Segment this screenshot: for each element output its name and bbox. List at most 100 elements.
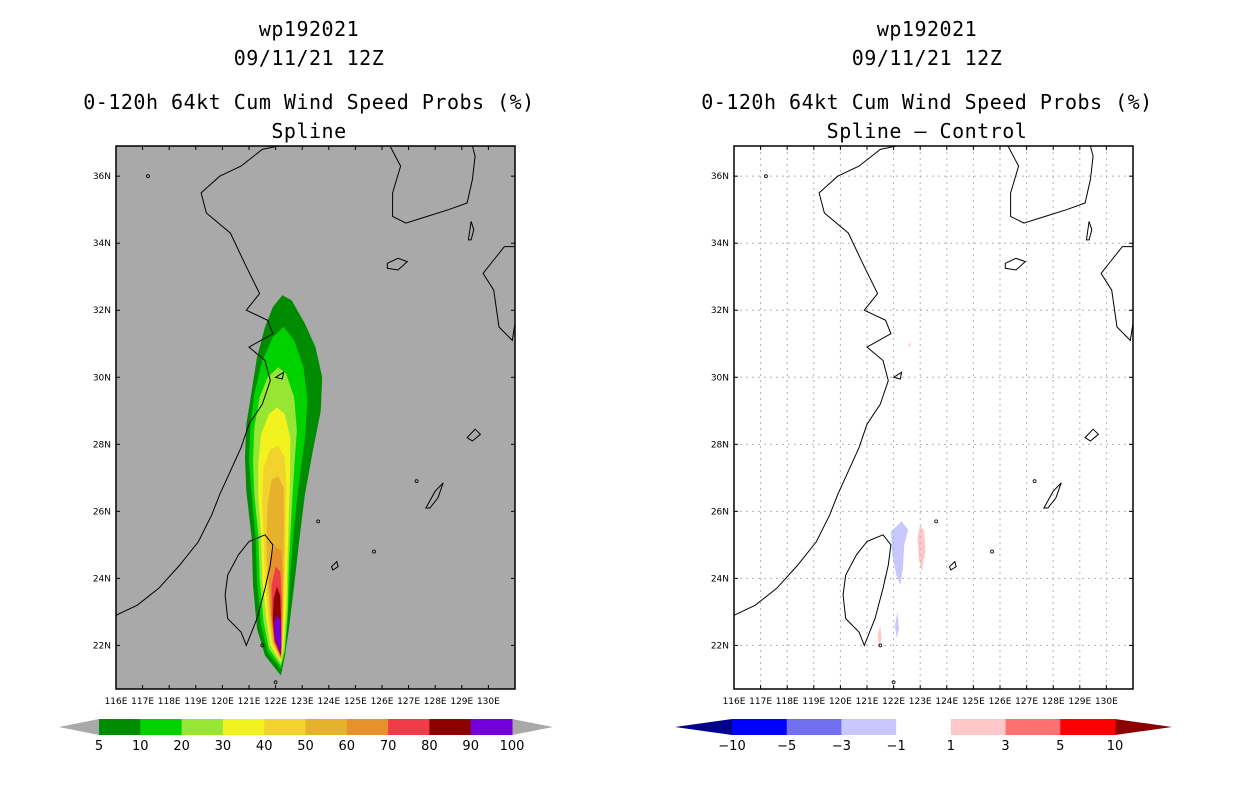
- contour-minus3-region: [890, 521, 909, 586]
- lon-tick-label: 118E: [776, 697, 799, 707]
- colorbar-label: 40: [256, 739, 273, 754]
- colorbar-right-triangle: [1115, 719, 1172, 735]
- amami-coastline: [466, 428, 482, 442]
- storm-id-title: wp192021: [258, 17, 360, 41]
- lat-tick-label: 24N: [711, 574, 729, 584]
- contour-3-region: [877, 625, 882, 646]
- lon-tick-label: 122E: [264, 697, 287, 707]
- islet-marker: [878, 643, 883, 648]
- datetime-title: 09/11/21 12Z: [851, 46, 1003, 70]
- japan-kyushu-coastline: [482, 246, 516, 342]
- lat-tick-label: 32N: [93, 306, 111, 316]
- tsushima-coastline: [467, 221, 475, 241]
- colorbar-left-triangle: [59, 719, 99, 735]
- islet-marker: [891, 680, 896, 685]
- colorbar-label: 70: [380, 739, 397, 754]
- lat-tick-label: 36N: [93, 172, 111, 182]
- contour-3-region: [917, 524, 926, 572]
- colorbar-swatch: [732, 719, 788, 735]
- islet-marker: [273, 680, 278, 685]
- colorbar-label: 80: [421, 739, 438, 754]
- colorbar-label: −3: [832, 739, 851, 754]
- colorbar-label: 20: [173, 739, 190, 754]
- korea-coastline: [1007, 145, 1094, 224]
- colorbar-swatch: [950, 719, 1007, 735]
- lon-tick-label: 116E: [105, 697, 128, 707]
- colorbar-swatch: [222, 719, 265, 735]
- colorbar-label: −1: [887, 739, 906, 754]
- colorbar-right-triangle: [512, 719, 553, 735]
- lat-tick-label: 28N: [711, 440, 729, 450]
- product-title: 0-120h 64kt Cum Wind Speed Probs (%): [83, 90, 535, 114]
- lat-tick-label: 28N: [93, 440, 111, 450]
- colorbar-label: 100: [500, 739, 525, 754]
- colorbar-label: 3: [1001, 739, 1009, 754]
- map-frame: [115, 145, 516, 690]
- japan-kyushu-coastline: [1100, 246, 1134, 342]
- colorbar-swatch: [305, 719, 348, 735]
- lon-tick-label: 121E: [856, 697, 879, 707]
- lat-tick-label: 34N: [93, 239, 111, 249]
- lat-tick-label: 26N: [93, 507, 111, 517]
- colorbar-label: 10: [1107, 739, 1124, 754]
- lon-tick-label: 117E: [749, 697, 772, 707]
- tsushima-coastline: [1085, 221, 1093, 241]
- taiwan-coastline: [842, 534, 892, 647]
- colorbar: 5 10 20 30 40 50 60 70 80 90 100: [59, 719, 553, 754]
- map-frame: [733, 145, 1134, 690]
- colorbar-label: 10: [132, 739, 149, 754]
- lat-tick-label: 34N: [711, 239, 729, 249]
- subtitle: Spline: [271, 119, 347, 143]
- lon-tick-label: 123E: [291, 697, 314, 707]
- datetime-title: 09/11/21 12Z: [233, 46, 385, 70]
- lon-tick-label: 120E: [829, 697, 852, 707]
- map-frame-group: 116E 117E 118E 119E 120E 121E 122E 123E 124E 125E…: [93, 145, 516, 707]
- lon-tick-label: 119E: [802, 697, 825, 707]
- lon-tick-label: 124E: [317, 697, 340, 707]
- colorbar-swatch: [181, 719, 224, 735]
- colorbar-left-triangle: [675, 719, 732, 735]
- lon-tick-label: 130E: [477, 697, 500, 707]
- product-title: 0-120h 64kt Cum Wind Speed Probs (%): [701, 90, 1153, 114]
- lon-tick-label: 117E: [131, 697, 154, 707]
- islet-marker: [990, 549, 994, 554]
- colorbar-label: 30: [215, 739, 232, 754]
- islet-marker: [316, 519, 321, 524]
- colorbar-label: −5: [777, 739, 796, 754]
- colorbar-swatch: [1060, 719, 1116, 735]
- colorbar: −10 −5 −3 −1 1 3 5 10: [675, 719, 1172, 754]
- right-panel: wp192021 09/11/21 12Z 0-120h 64kt Cum Wi…: [618, 0, 1236, 800]
- colorbar-swatch: [470, 719, 513, 735]
- china-coastline: [115, 145, 279, 616]
- jeju-coastline: [1004, 257, 1027, 271]
- colorbar-swatch: [99, 719, 141, 735]
- lon-tick-label: 130E: [1095, 697, 1118, 707]
- colorbar-label: 5: [1056, 739, 1064, 754]
- ishigaki-coastline: [948, 560, 957, 571]
- lon-tick-label: 124E: [935, 697, 958, 707]
- colorbar-label: 60: [339, 739, 356, 754]
- colorbar-swatch: [140, 719, 183, 735]
- lon-tick-label: 128E: [424, 697, 447, 707]
- contour-3-region: [908, 342, 911, 348]
- islet-marker: [934, 519, 939, 524]
- zhoushan-coastline: [274, 371, 285, 380]
- map-background: [734, 146, 1133, 689]
- lat-tick-label: 36N: [711, 172, 729, 182]
- colorbar-label: 90: [462, 739, 479, 754]
- lat-tick-label: 24N: [93, 574, 111, 584]
- islet-marker: [146, 174, 150, 179]
- lat-tick-label: 22N: [93, 641, 111, 651]
- colorbar-swatch: [841, 719, 897, 735]
- islet-marker: [1032, 479, 1037, 484]
- lon-tick-label: 129E: [1068, 697, 1091, 707]
- colorbar-swatch: [1005, 719, 1061, 735]
- subtitle: Spline – Control: [826, 119, 1028, 143]
- islet-marker: [764, 174, 768, 179]
- lon-tick-label: 116E: [723, 697, 746, 707]
- colorbar-swatch: [896, 719, 952, 735]
- lon-tick-label: 121E: [238, 697, 261, 707]
- colorbar-swatch: [388, 719, 430, 735]
- lat-tick-label: 30N: [711, 373, 729, 383]
- colorbar-label: 1: [947, 739, 955, 754]
